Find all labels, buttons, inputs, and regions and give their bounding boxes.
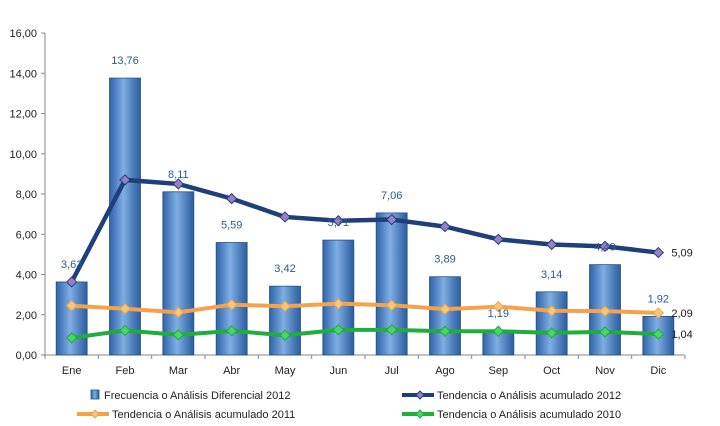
- y-tick-label: 16,00: [9, 28, 37, 40]
- legend: Frecuencia o Análisis Diferencial 2012 Te…: [77, 389, 621, 421]
- data-labels: 3,63 13,76 8,11 5,59 3,42 5,71 7,06 3,89 1,19 3,1…: [61, 55, 693, 341]
- bar: [322, 239, 355, 356]
- x-tick-label: Feb: [116, 365, 135, 377]
- x-tick-label: Mar: [169, 365, 188, 377]
- bar-value-label: 13,76: [111, 55, 139, 67]
- series-marker: [279, 300, 291, 313]
- legend-label: Tendencia o Análisis acumulado 2010: [437, 409, 621, 421]
- bar-value-label: 3,63: [61, 259, 82, 271]
- bar: [162, 191, 195, 356]
- legend-swatch: [90, 389, 100, 400]
- series-marker: [545, 238, 558, 251]
- bar-value-label: 3,14: [541, 269, 562, 281]
- series-marker: [225, 192, 238, 205]
- series-marker: [119, 303, 131, 315]
- x-tick-label: Dic: [650, 365, 666, 377]
- bar-value-label: 5,71: [328, 217, 349, 229]
- series-marker: [332, 324, 345, 336]
- series-marker: [332, 215, 345, 227]
- legend-swatch-marker: [90, 409, 100, 419]
- series-marker: [439, 220, 451, 233]
- series-marker: [65, 332, 78, 344]
- series-marker: [652, 246, 665, 259]
- bar-value-label: 5,59: [221, 220, 242, 232]
- series-end-label: 1,04: [671, 329, 692, 341]
- bar: [535, 291, 568, 356]
- x-tick-label: Oct: [543, 365, 560, 377]
- series-marker: [279, 211, 291, 223]
- series-marker: [172, 306, 185, 319]
- legend-swatch-marker: [415, 390, 425, 400]
- series-end-label: 2,09: [671, 308, 692, 320]
- series-end-label: 5,09: [671, 248, 692, 260]
- x-tick-label: Jun: [329, 365, 347, 377]
- y-tick-label: 4,00: [16, 270, 37, 282]
- x-tick-label: Ene: [62, 365, 82, 377]
- series-marker: [385, 213, 398, 226]
- bar: [55, 281, 88, 356]
- bar-value-label: 4,49: [594, 242, 615, 254]
- bar-value-label: 1,19: [488, 308, 509, 320]
- series-marker: [599, 305, 611, 317]
- bar-value-label: 3,89: [434, 254, 455, 266]
- series-marker: [652, 307, 665, 319]
- series-marker: [599, 326, 611, 338]
- series-marker: [492, 233, 505, 245]
- axes: 0,00 2,00 4,00 6,00 8,00 10,00 12,00 14,00 16,00…: [9, 28, 686, 377]
- x-tick-label: Ago: [435, 365, 455, 377]
- y-tick-label: 0,00: [16, 350, 37, 362]
- bar-value-label: 8,11: [168, 169, 189, 181]
- x-tick-label: Nov: [595, 365, 615, 377]
- x-tick-label: May: [275, 365, 296, 377]
- series-marker: [172, 329, 185, 341]
- series-marker: [225, 325, 238, 337]
- legend-label: Tendencia o Análisis acumulado 2012: [437, 390, 621, 402]
- series-marker: [652, 328, 665, 340]
- series-marker: [65, 276, 78, 288]
- series-line: [71, 301, 659, 315]
- bar-value-label: 3,42: [274, 263, 295, 275]
- series-marker: [172, 178, 185, 190]
- y-tick-label: 10,00: [9, 149, 37, 161]
- series-marker: [599, 240, 611, 253]
- series-marker: [492, 325, 505, 337]
- legend-label: Tendencia o Análisis acumulado 2011: [112, 409, 295, 421]
- x-tick-label: Abr: [223, 365, 240, 377]
- series-marker: [332, 297, 345, 310]
- series-marker: [492, 300, 505, 313]
- x-tick-label: Sep: [489, 365, 509, 377]
- bar-series: [55, 77, 675, 356]
- series-line: [71, 327, 659, 340]
- series-marker: [119, 174, 131, 186]
- bar-value-label: 7,06: [381, 190, 402, 202]
- series-marker: [65, 299, 78, 312]
- line-series: [65, 174, 665, 344]
- y-tick-label: 12,00: [9, 109, 37, 121]
- bar: [215, 242, 248, 356]
- series-marker: [225, 298, 238, 311]
- series-line: [69, 177, 659, 283]
- legend-label: Frecuencia o Análisis Diferencial 2012: [104, 390, 291, 402]
- y-tick-label: 2,00: [16, 310, 37, 322]
- series-marker: [279, 329, 291, 341]
- series-marker: [385, 299, 398, 311]
- series-marker: [545, 327, 558, 339]
- series-marker: [439, 303, 451, 315]
- series-marker: [385, 324, 398, 336]
- y-tick-label: 8,00: [16, 189, 37, 201]
- x-tick-label: Jul: [385, 365, 399, 377]
- series-marker: [119, 324, 131, 337]
- y-tick-label: 6,00: [16, 229, 37, 241]
- legend-swatch-marker: [415, 409, 425, 419]
- bar: [429, 276, 461, 356]
- bar: [269, 285, 301, 356]
- series-marker: [439, 325, 451, 337]
- bar-value-label: 1,92: [648, 293, 669, 305]
- y-tick-label: 14,00: [9, 68, 37, 80]
- series-marker: [545, 305, 558, 317]
